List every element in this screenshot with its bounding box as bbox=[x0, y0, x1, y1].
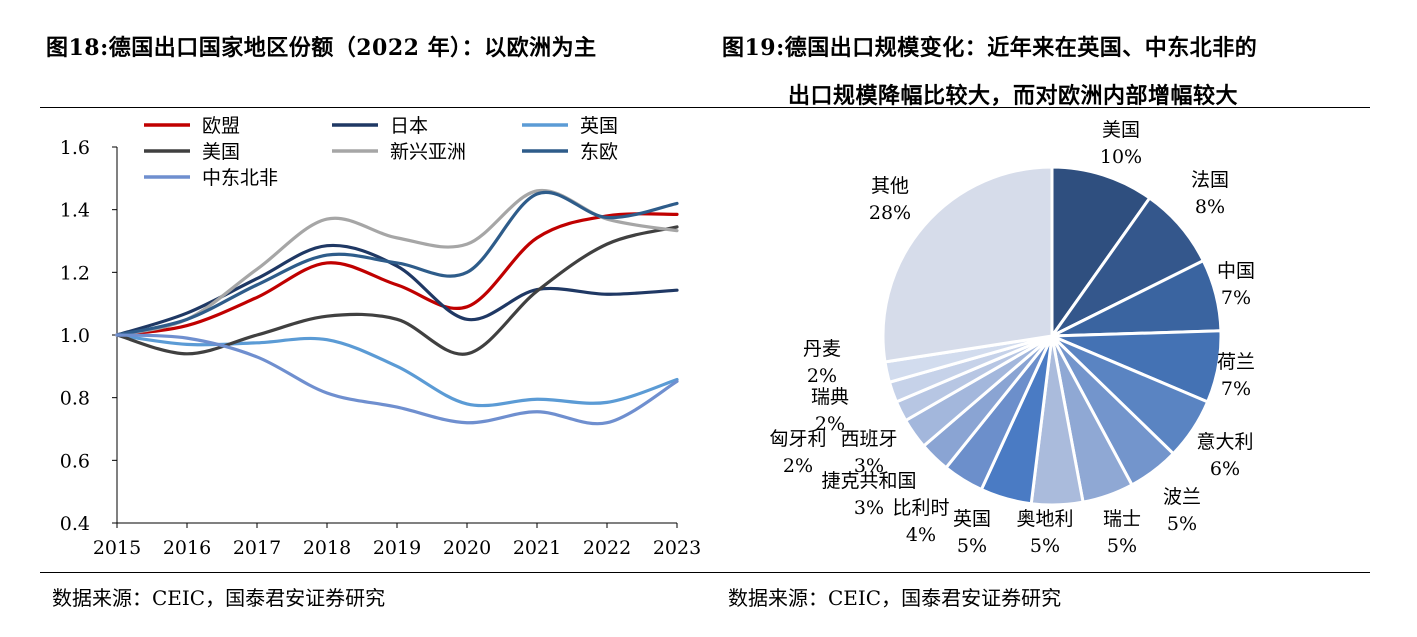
slice-value-label: 3% bbox=[854, 497, 884, 519]
x-tick-label: 2023 bbox=[653, 537, 701, 559]
slice-value-label: 5% bbox=[1107, 535, 1137, 557]
legend-label: 新兴亚洲 bbox=[390, 141, 466, 163]
slice-name-label: 中国 bbox=[1217, 260, 1255, 282]
slice-name-label: 丹麦 bbox=[803, 338, 841, 360]
series-line-1 bbox=[115, 212, 679, 337]
slice-name-label: 比利时 bbox=[892, 497, 949, 519]
line-chart: 0.4 0.6 0.8 1.0 1.2 1.4 1.6 2015 2016 2017 2018 201… bbox=[60, 115, 701, 559]
slice-value-label: 2% bbox=[815, 413, 845, 435]
x-tick-label: 2018 bbox=[303, 537, 351, 559]
series-line-4 bbox=[115, 225, 679, 356]
x-tick-label: 2015 bbox=[93, 537, 141, 559]
y-tick-label: 1.4 bbox=[60, 200, 90, 222]
slice-value-label: 6% bbox=[1210, 458, 1240, 480]
slice-name-label: 荷兰 bbox=[1217, 351, 1255, 373]
x-tick-label: 2017 bbox=[233, 537, 281, 559]
slice-name-label: 匈牙利 bbox=[769, 428, 826, 450]
slice-value-label: 5% bbox=[1167, 513, 1197, 535]
top-divider bbox=[40, 107, 1370, 108]
legend-label: 日本 bbox=[390, 115, 428, 137]
legend-label: 欧盟 bbox=[202, 115, 240, 137]
slice-name-label: 其他 bbox=[871, 175, 909, 197]
slice-name-label: 法国 bbox=[1191, 169, 1229, 191]
slice-value-label: 4% bbox=[906, 524, 936, 546]
y-tick-label: 1.6 bbox=[60, 137, 90, 159]
slice-name-label: 波兰 bbox=[1163, 486, 1201, 508]
x-tick-label: 2021 bbox=[513, 537, 561, 559]
slice-value-label: 7% bbox=[1221, 287, 1251, 309]
slice-value-label: 5% bbox=[1030, 535, 1060, 557]
y-tick-label: 0.4 bbox=[60, 513, 90, 535]
y-tick-label: 0.8 bbox=[60, 388, 90, 410]
series-line-3 bbox=[115, 333, 679, 408]
pie-chart: 美国 10% 法国 8% 中国 7% 荷兰 7% 意大利 6% 波兰 5% 瑞士 5% 奥地利 5% 英国 5% 比… bbox=[769, 119, 1255, 557]
slice-name-label: 美国 bbox=[1102, 119, 1140, 141]
bottom-divider bbox=[40, 572, 1370, 573]
slice-value-label: 10% bbox=[1100, 146, 1142, 168]
slice-name-label: 瑞士 bbox=[1103, 508, 1141, 530]
slice-value-label: 7% bbox=[1221, 378, 1251, 400]
slice-value-label: 3% bbox=[854, 455, 884, 477]
slice-name-label: 英国 bbox=[953, 508, 991, 530]
right-figure-title-line1: 图19:德国出口规模变化：近年来在英国、中东北非的 bbox=[722, 35, 1258, 61]
right-figure-title-line2: 出口规模降幅比较大，而对欧洲内部增幅较大 bbox=[788, 83, 1239, 109]
y-tick-label: 1.2 bbox=[60, 262, 90, 284]
x-tick-label: 2019 bbox=[373, 537, 421, 559]
slice-value-label: 2% bbox=[807, 365, 837, 387]
left-figure-title: 图18:德国出口国家地区份额（2022 年）：以欧洲为主 bbox=[46, 35, 597, 61]
pie-slice bbox=[1050, 165, 1152, 341]
slice-value-label: 2% bbox=[783, 455, 813, 477]
legend-label: 中东北非 bbox=[202, 167, 278, 189]
x-tick-label: 2020 bbox=[443, 537, 491, 559]
y-tick-label: 1.0 bbox=[60, 325, 90, 347]
slice-value-label: 8% bbox=[1195, 196, 1225, 218]
slice-name-label: 意大利 bbox=[1196, 431, 1253, 453]
slice-name-label: 瑞典 bbox=[811, 386, 849, 408]
legend-label: 英国 bbox=[580, 115, 618, 137]
slice-value-label: 28% bbox=[869, 202, 911, 224]
slice-value-label: 5% bbox=[957, 535, 987, 557]
x-tick-label: 2016 bbox=[163, 537, 211, 559]
y-tick-label: 0.6 bbox=[60, 450, 90, 472]
right-source-note: 数据来源：CEIC，国泰君安证券研究 bbox=[728, 586, 1062, 610]
series-line-6 bbox=[115, 190, 679, 337]
slice-name-label: 捷克共和国 bbox=[821, 470, 916, 492]
pie-slice bbox=[881, 165, 1054, 364]
left-source-note: 数据来源：CEIC，国泰君安证券研究 bbox=[52, 586, 386, 610]
legend-label: 东欧 bbox=[580, 141, 618, 163]
x-tick-label: 2022 bbox=[583, 537, 631, 559]
slice-name-label: 奥地利 bbox=[1016, 508, 1073, 530]
series-line-7 bbox=[115, 333, 679, 426]
series-line-2 bbox=[115, 243, 679, 337]
legend-label: 美国 bbox=[202, 141, 240, 163]
slice-name-label: 西班牙 bbox=[840, 428, 897, 450]
